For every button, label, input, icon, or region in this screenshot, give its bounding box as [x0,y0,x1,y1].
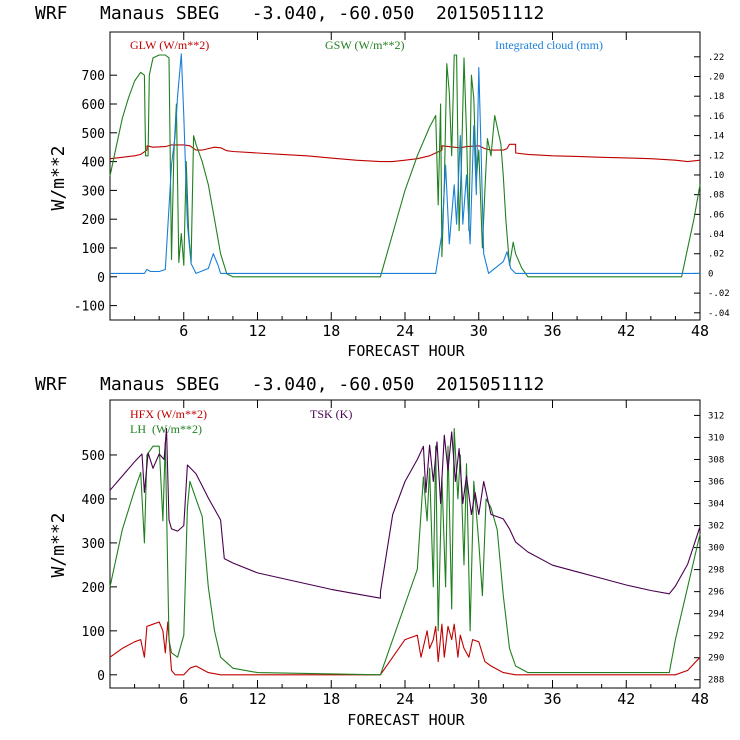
y2-tick-label: 302 [708,522,724,532]
y2-tick-label: .12 [708,151,724,161]
y2-tick-label: 310 [708,433,724,443]
y-tick-label: -100 [74,300,105,315]
y2-tick-label: .22 [708,53,724,63]
y2-tick-label: 306 [708,477,724,487]
series-line-hfx [109,621,701,676]
y-axis-label: W/m**2 [48,512,69,577]
y2-tick-label: -.02 [708,289,730,299]
x-tick-label: 18 [322,690,340,708]
y2-tick-label: 288 [708,676,724,686]
y2-tick-label: 294 [708,610,724,620]
series-line-gsw [109,54,701,278]
y2-tick-label: 308 [708,455,724,465]
x-tick-label: 42 [617,690,635,708]
y2-tick-label: .16 [708,112,724,122]
y-tick-label: 500 [82,127,105,142]
y2-tick-label: .14 [708,132,724,142]
x-tick-label: 48 [691,322,709,340]
y2-tick-label: .10 [708,171,724,181]
x-tick-label: 42 [617,322,635,340]
x-tick-label: 30 [470,322,488,340]
plot-area: 6 12 18 24 30 36 42 48 -100 0 100 200 300 400 500 600 70… [74,31,730,340]
legend-gsw: GSW (W/m**2) [325,38,404,52]
legend-cloud: Integrated cloud (mm) [495,38,603,52]
panel-title: WRF Manaus SBEG -3.040, -60.050 20150511… [35,3,544,24]
y-tick-label: 200 [82,213,105,228]
x-axis-label: FORECAST HOUR [347,342,465,360]
y-tick-label: 100 [82,625,105,640]
y2-tick-label: 312 [708,411,724,421]
y2-tick-label: 292 [708,632,724,642]
y-tick-label: 100 [82,242,105,257]
shortwave-longwave-panel: WRF Manaus SBEG -3.040, -60.050 20150511… [35,3,730,360]
y-tick-label: 300 [82,537,105,552]
legend-hfx: HFX (W/m**2) [130,407,207,421]
x-tick-label: 12 [248,322,266,340]
y2-tick-label: 300 [708,544,724,554]
series-line-tsk [109,428,701,599]
y-tick-label: 600 [82,98,105,113]
y2-tick-label: .04 [708,230,724,240]
y2-tick-label: .02 [708,250,724,260]
y-tick-label: 0 [97,669,105,684]
x-tick-label: 30 [470,690,488,708]
legend-tsk: TSK (K) [310,407,352,421]
x-tick-label: 36 [543,690,561,708]
y-tick-label: 200 [82,581,105,596]
x-tick-label: 6 [179,322,188,340]
x-tick-label: 36 [543,322,561,340]
legend-glw: GLW (W/m**2) [130,38,209,52]
panel-title: WRF Manaus SBEG -3.040, -60.050 20150511… [35,374,544,395]
y-tick-label: 0 [97,271,105,286]
heat-flux-panel: WRF Manaus SBEG -3.040, -60.050 20150511… [35,374,724,729]
y-tick-label: 400 [82,156,105,171]
y-axis-label: W/m**2 [48,145,69,210]
plot-area: 6 12 18 24 30 36 42 48 0 100 200 300 400 500 288 290 292… [82,399,724,708]
x-tick-label: 24 [396,690,414,708]
y2-tick-label: 290 [708,654,724,664]
x-tick-label: 24 [396,322,414,340]
x-tick-label: 18 [322,322,340,340]
y2-tick-label: 0 [708,269,713,279]
x-tick-label: 12 [248,690,266,708]
y2-tick-label: 304 [708,500,724,510]
x-axis-label: FORECAST HOUR [347,711,465,729]
y-tick-label: 500 [82,449,105,464]
y2-tick-label: .20 [708,73,724,83]
x-tick-label: 6 [179,690,188,708]
series-line-integrated [110,53,700,274]
y-tick-label: 700 [82,69,105,84]
y2-tick-label: -.04 [708,309,730,319]
y2-tick-label: .08 [708,191,724,201]
y2-tick-label: .18 [708,92,724,102]
y-tick-label: 300 [82,184,105,199]
x-tick-label: 48 [691,690,709,708]
y2-tick-label: 296 [708,588,724,598]
y2-tick-label: 298 [708,566,724,576]
y2-tick-label: .06 [708,210,724,220]
y-tick-label: 400 [82,493,105,508]
